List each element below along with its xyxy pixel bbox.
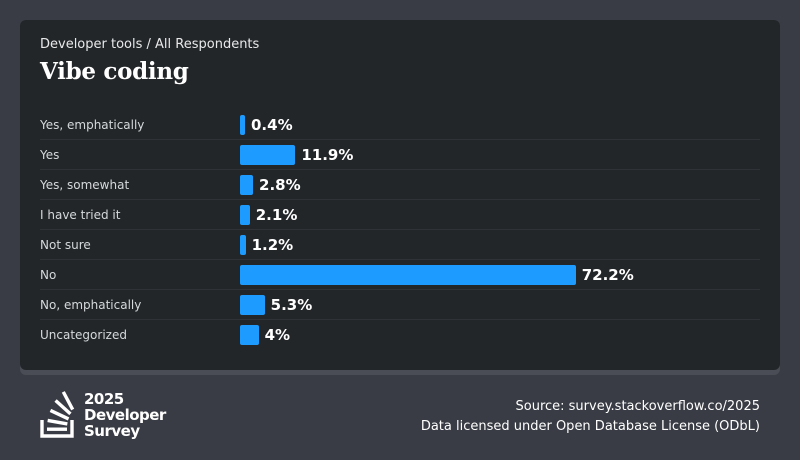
row-divider — [40, 199, 760, 200]
stack-overflow-logo-icon — [40, 391, 75, 438]
chart-card: Developer tools / All Respondents Vibe c… — [20, 20, 780, 370]
category-label: Yes, somewhat — [40, 178, 130, 192]
chart-row: I have tried it 2.1% — [40, 200, 760, 230]
logo-line-survey: Survey — [84, 422, 140, 440]
category-label: I have tried it — [40, 208, 121, 222]
data-label: 1.2% — [251, 236, 294, 254]
data-label: 11.9% — [301, 146, 354, 164]
chart-row: Yes, somewhat 2.8% — [40, 170, 760, 200]
category-label: No — [40, 268, 57, 282]
chart-title: Vibe coding — [40, 58, 189, 85]
row-divider — [40, 259, 760, 260]
data-label: 72.2% — [581, 266, 634, 284]
bar-chart: Yes, emphatically 0.4% Yes 11.9% Yes, somewh… — [40, 110, 760, 350]
bar — [240, 295, 265, 315]
category-label: Yes, emphatically — [40, 118, 145, 132]
survey-logo: 2025 Developer Survey — [40, 390, 200, 440]
row-divider — [40, 319, 760, 320]
bar — [240, 235, 246, 255]
category-label: Yes — [40, 148, 60, 162]
data-label: 2.1% — [255, 206, 298, 224]
logo-line-year: 2025 — [84, 390, 124, 408]
row-divider — [40, 229, 760, 230]
logo-text: 2025 Developer Survey — [84, 391, 166, 439]
data-label: 5.3% — [270, 296, 313, 314]
category-label: Uncategorized — [40, 328, 127, 342]
source-link[interactable]: Source: survey.stackoverflow.co/2025 — [515, 399, 761, 414]
bar — [240, 205, 250, 225]
data-label: 0.4% — [251, 116, 293, 134]
row-divider — [40, 169, 760, 170]
bar — [240, 145, 296, 165]
chart-row: Yes 11.9% — [40, 140, 760, 170]
row-divider — [40, 289, 760, 290]
row-divider — [40, 139, 760, 140]
bar — [240, 175, 254, 195]
chart-row: Uncategorized 4% — [40, 320, 760, 350]
chart-row: No 72.2% — [40, 260, 760, 290]
bar — [240, 115, 245, 135]
breadcrumb: Developer tools / All Respondents — [40, 37, 260, 52]
data-label: 2.8% — [259, 176, 301, 194]
license-text: Data licensed under Open Database Licens… — [420, 419, 760, 434]
chart-row: Not sure 1.2% — [40, 230, 760, 260]
chart-row: No, emphatically 5.3% — [40, 290, 760, 320]
bar — [240, 325, 259, 345]
category-label: Not sure — [40, 238, 91, 252]
logo-line-developer: Developer — [84, 406, 166, 424]
footer-source: Source: survey.stackoverflow.co/2025 Dat… — [421, 397, 760, 437]
data-label: 4% — [264, 326, 291, 344]
category-label: No, emphatically — [40, 298, 142, 312]
bar — [240, 265, 576, 285]
chart-row: Yes, emphatically 0.4% — [40, 110, 760, 140]
